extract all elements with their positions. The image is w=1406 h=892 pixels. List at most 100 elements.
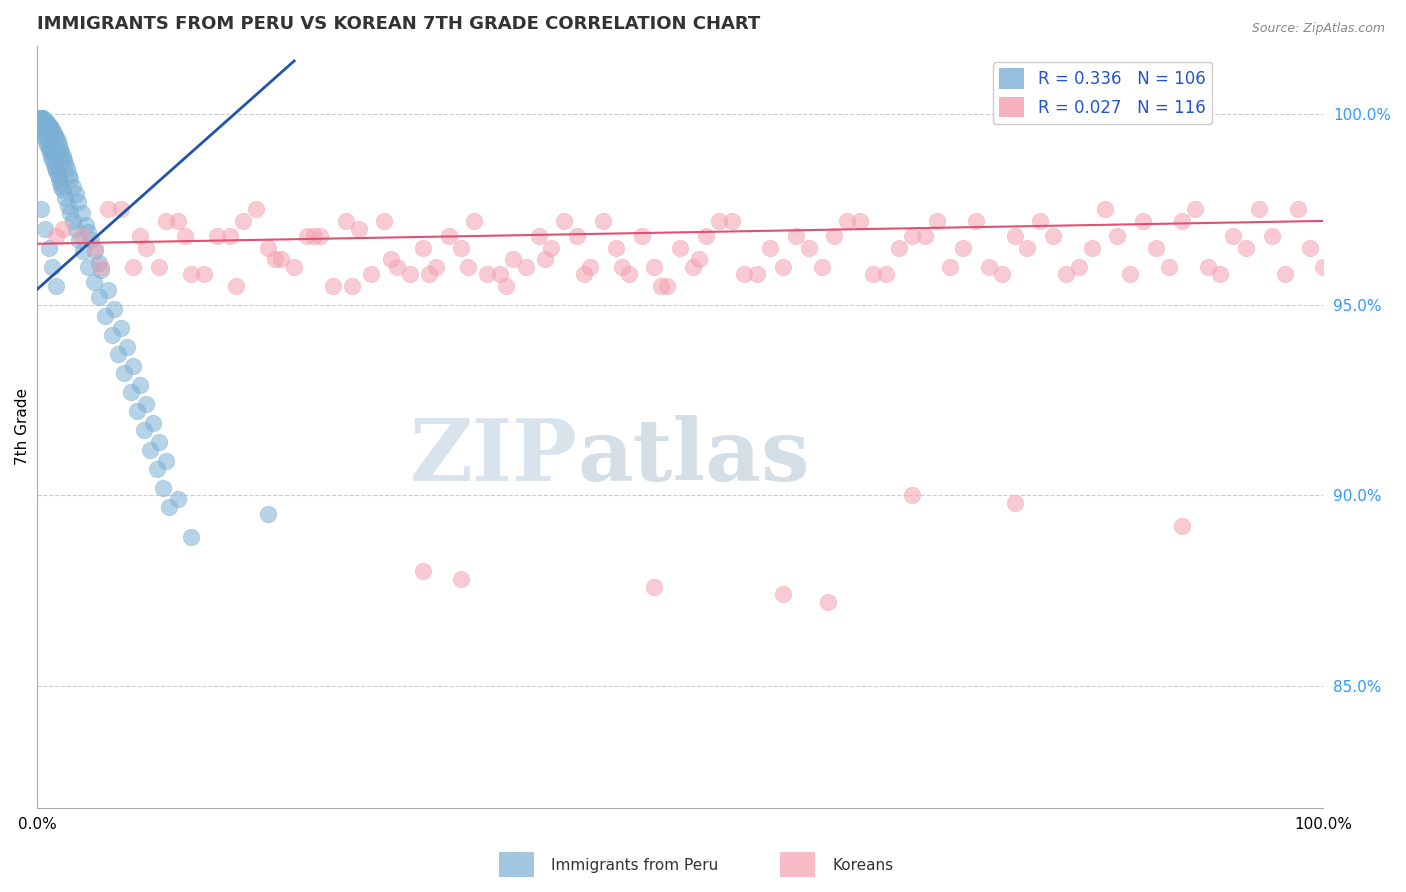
Point xyxy=(347,221,370,235)
Point xyxy=(650,278,672,293)
Point xyxy=(295,229,318,244)
Point xyxy=(38,130,60,145)
Point xyxy=(927,214,949,228)
Text: ZIP: ZIP xyxy=(409,415,578,500)
Point xyxy=(495,278,517,293)
Point xyxy=(112,367,135,381)
Point xyxy=(38,142,60,156)
Point xyxy=(127,404,149,418)
Point xyxy=(59,206,82,220)
Point xyxy=(30,202,52,217)
Point xyxy=(360,267,382,281)
Point xyxy=(83,275,105,289)
Point xyxy=(37,137,59,152)
Point xyxy=(62,214,84,228)
Point xyxy=(502,252,524,266)
Point xyxy=(759,241,782,255)
Point xyxy=(463,214,485,228)
Point xyxy=(159,500,181,514)
Point xyxy=(42,157,65,171)
Point xyxy=(1184,202,1206,217)
Point xyxy=(695,229,717,244)
Point xyxy=(1107,229,1129,244)
Point xyxy=(38,145,60,160)
Point xyxy=(83,241,105,255)
Point xyxy=(553,214,575,228)
Point xyxy=(875,267,897,281)
Point xyxy=(34,130,56,145)
Point xyxy=(56,199,79,213)
Point xyxy=(28,115,51,129)
Point xyxy=(612,260,634,274)
Point xyxy=(990,267,1012,281)
Point xyxy=(450,572,472,586)
Point xyxy=(107,347,129,361)
Text: Koreans: Koreans xyxy=(832,858,893,872)
Point xyxy=(77,260,100,274)
Point xyxy=(425,260,447,274)
Point xyxy=(817,595,839,609)
Point xyxy=(797,241,820,255)
Point xyxy=(1029,214,1052,228)
Point xyxy=(52,221,75,235)
Point xyxy=(534,252,557,266)
Point xyxy=(53,191,76,205)
Point xyxy=(41,153,63,167)
Point xyxy=(120,385,142,400)
Point xyxy=(418,267,440,281)
Point xyxy=(617,267,640,281)
Point xyxy=(38,134,60,148)
Point xyxy=(31,115,53,129)
Point xyxy=(205,229,228,244)
Text: Immigrants from Peru: Immigrants from Peru xyxy=(551,858,718,872)
Point xyxy=(35,122,58,136)
Point xyxy=(77,225,100,239)
Point xyxy=(914,229,936,244)
Point xyxy=(887,241,910,255)
Point xyxy=(412,565,434,579)
Point xyxy=(32,126,55,140)
Point xyxy=(148,434,170,449)
Point xyxy=(1132,214,1154,228)
Y-axis label: 7th Grade: 7th Grade xyxy=(15,388,30,465)
Point xyxy=(302,229,325,244)
Point xyxy=(62,179,84,194)
Point xyxy=(257,241,280,255)
Point xyxy=(128,377,150,392)
Point xyxy=(1017,241,1039,255)
Point xyxy=(657,278,679,293)
Point xyxy=(30,119,52,133)
Legend: R = 0.336   N = 106, R = 0.027   N = 116: R = 0.336 N = 106, R = 0.027 N = 116 xyxy=(993,62,1212,124)
Point xyxy=(65,187,87,202)
Point xyxy=(110,202,132,217)
Point xyxy=(39,137,62,152)
Point xyxy=(87,290,110,304)
Point xyxy=(30,119,52,133)
Point xyxy=(837,214,859,228)
Point xyxy=(139,442,162,457)
Point xyxy=(87,256,110,270)
Point xyxy=(567,229,589,244)
Point xyxy=(42,126,65,140)
Point xyxy=(630,229,652,244)
Point xyxy=(148,260,170,274)
Point xyxy=(58,168,80,182)
Point xyxy=(1286,202,1309,217)
Point xyxy=(1299,241,1322,255)
Point xyxy=(340,278,363,293)
Point xyxy=(785,229,807,244)
Point xyxy=(152,481,174,495)
Point xyxy=(44,130,66,145)
Point xyxy=(173,229,195,244)
Point xyxy=(952,241,974,255)
Point xyxy=(592,214,614,228)
Point xyxy=(1247,202,1270,217)
Point xyxy=(55,161,77,175)
Point xyxy=(31,111,53,125)
Point xyxy=(41,260,63,274)
Point xyxy=(52,149,75,163)
Point xyxy=(48,137,70,152)
Point xyxy=(810,260,832,274)
Point xyxy=(747,267,769,281)
Point xyxy=(1197,260,1219,274)
